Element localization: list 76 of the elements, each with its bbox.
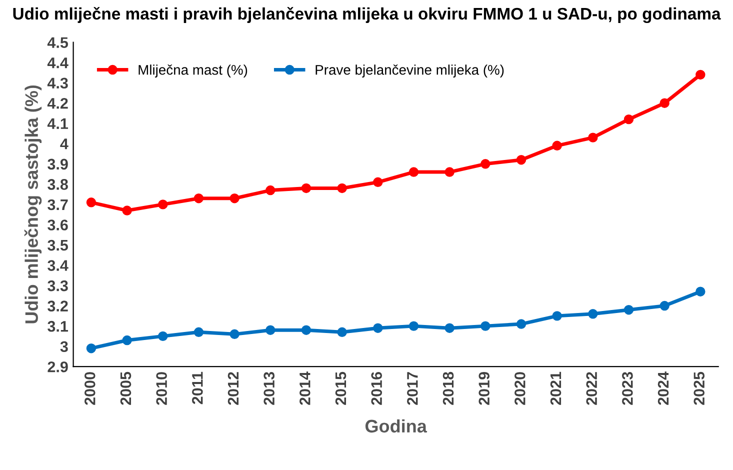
point: [624, 114, 634, 124]
point: [86, 343, 96, 354]
point: [516, 154, 526, 165]
y-tick-label: 3.1: [48, 320, 68, 332]
x-tick-label: 2022: [586, 372, 598, 405]
point: [660, 98, 670, 108]
point: [408, 321, 419, 331]
point: [408, 167, 419, 177]
chart-title: Udio mliječne masti i pravih bjelančevina mlijeka u okviru FMMO 1 u SAD-u, po godinama: [13, 7, 721, 24]
x-tick-label: 2023: [622, 372, 633, 405]
x-tick-label: 2005: [120, 372, 132, 405]
point: [552, 140, 562, 151]
x-tick-label: 2016: [371, 372, 382, 405]
point: [122, 335, 132, 346]
y-tick-label: 3.8: [48, 179, 68, 190]
y-tick-label: 4.2: [47, 98, 68, 109]
point: [122, 206, 132, 216]
point: [301, 183, 312, 194]
y-tick-label: 2.9: [48, 361, 68, 372]
point: [480, 159, 490, 169]
point: [696, 286, 706, 296]
point: [158, 200, 168, 210]
point: [194, 327, 204, 338]
y-tick-label: 3.5: [48, 240, 68, 251]
point: [86, 198, 96, 208]
x-tick-label: 2019: [478, 372, 490, 405]
point: [158, 331, 168, 342]
x-tick-label: 2013: [264, 372, 275, 405]
x-tick-label: 2021: [550, 372, 562, 405]
x-tick-label: 2010: [156, 372, 167, 405]
point: [230, 194, 240, 204]
point: [588, 309, 598, 319]
point: [373, 323, 383, 333]
y-tick-label: 3: [60, 341, 68, 352]
legend-label: Prave bjelančevine mlijeka (%): [316, 64, 504, 78]
point: [337, 183, 347, 194]
point: [373, 177, 383, 188]
point: [588, 132, 598, 142]
point: [337, 327, 347, 338]
point: [266, 185, 276, 196]
point: [516, 319, 526, 329]
x-tick-label: 2012: [228, 372, 239, 405]
x-tick-label: 2000: [84, 372, 96, 405]
y-tick-label: 3.4: [48, 260, 68, 271]
y-tick-label: 4.3: [47, 78, 68, 89]
point: [301, 325, 312, 335]
point: [194, 194, 204, 204]
point: [480, 321, 490, 331]
x-axis-title: Godina: [365, 419, 428, 433]
point: [552, 311, 562, 321]
y-tick-label: 4.4: [47, 58, 68, 68]
y-tick-label: 4.5: [47, 37, 68, 48]
y-tick-label: 3.7: [48, 199, 68, 210]
x-tick-label: 2011: [192, 372, 203, 404]
legend-label: Mliječna mast (%): [138, 64, 248, 78]
x-tick-label: 2017: [407, 372, 418, 405]
y-axis-title: Udio mliječnog sastojka (%): [24, 85, 42, 324]
y-tick-label: 4.1: [47, 118, 68, 129]
y-tick-label: 3.6: [48, 220, 68, 230]
point: [230, 329, 240, 340]
x-tick-label: 2014: [300, 372, 310, 405]
y-tick-label: 4: [60, 138, 68, 150]
point: [444, 167, 454, 177]
point: [660, 300, 670, 311]
point: [696, 70, 706, 80]
point: [624, 304, 634, 315]
point: [266, 325, 276, 335]
x-tick-label: 2015: [335, 372, 346, 405]
x-tick-label: 2025: [694, 372, 705, 405]
y-tick-label: 3.3: [48, 280, 68, 292]
y-tick-label: 3.9: [48, 158, 68, 170]
y-tick-label: 3.2: [48, 300, 68, 312]
point: [444, 323, 454, 333]
x-tick-label: 2020: [514, 372, 526, 405]
x-tick-label: 2018: [442, 372, 454, 405]
x-tick-label: 2024: [658, 372, 669, 405]
